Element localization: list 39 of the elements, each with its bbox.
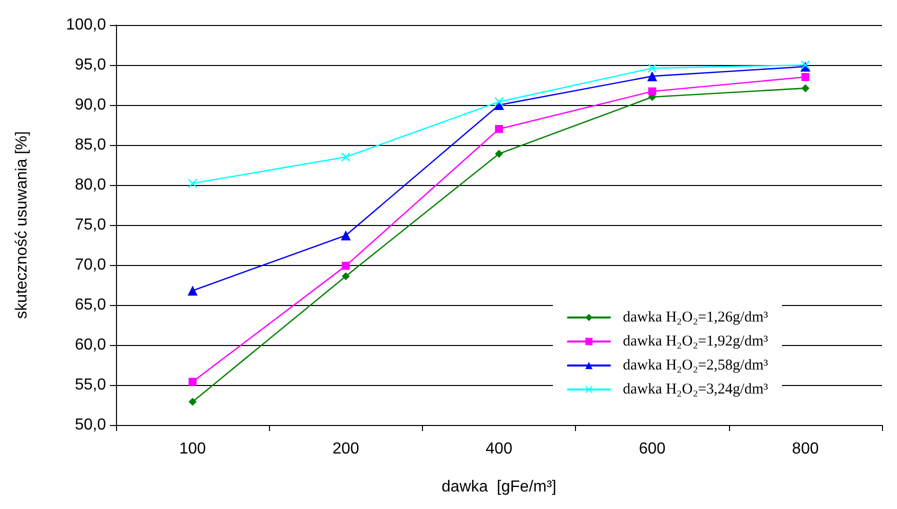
y-tick-label: 55,0 <box>74 376 106 394</box>
point <box>342 272 350 280</box>
point <box>188 378 197 386</box>
point <box>648 64 657 73</box>
point <box>495 150 503 158</box>
y-tick-label: 80,0 <box>74 176 106 194</box>
y-tick-label: 65,0 <box>74 296 106 314</box>
y-tick-label: 85,0 <box>74 136 106 154</box>
y-tick-label: 95,0 <box>74 56 106 74</box>
legend-label: dawka H₂O₂=3,24g/dm³ <box>622 382 769 398</box>
point <box>342 262 350 270</box>
y-tick-label: 100,0 <box>66 16 106 34</box>
x-tick-label: 200 <box>332 440 360 458</box>
point <box>494 97 504 106</box>
x-tick-label: 600 <box>638 440 666 458</box>
point <box>647 71 658 82</box>
point <box>188 178 198 188</box>
legend-label: dawka H₂O₂=1,26g/dm³ <box>622 310 769 326</box>
point <box>800 60 810 70</box>
point <box>801 73 810 81</box>
y-tick-label: 90,0 <box>74 96 106 114</box>
y-axis-title: skuteczność usuwania [%] <box>14 131 30 319</box>
point <box>801 84 810 92</box>
legend-label: dawka H₂O₂=2,58g/dm³ <box>622 358 769 374</box>
point <box>340 230 351 240</box>
x-tick-label: 400 <box>486 440 512 458</box>
x-axis-title: dawka [gFe/m³] <box>442 478 556 496</box>
x-tick-label: 100 <box>179 440 206 458</box>
y-tick-label: 60,0 <box>74 336 106 354</box>
point <box>188 286 198 296</box>
x-tick-label: 800 <box>792 440 819 458</box>
y-tick-label: 75,0 <box>74 216 106 234</box>
point <box>648 87 656 96</box>
legend-label: dawka H₂O₂=1,92g/dm³ <box>622 334 769 350</box>
y-tick-label: 70,0 <box>74 256 106 274</box>
point <box>341 152 350 162</box>
point <box>495 125 503 133</box>
y-tick-label: 50,0 <box>74 416 106 434</box>
point <box>188 398 197 406</box>
